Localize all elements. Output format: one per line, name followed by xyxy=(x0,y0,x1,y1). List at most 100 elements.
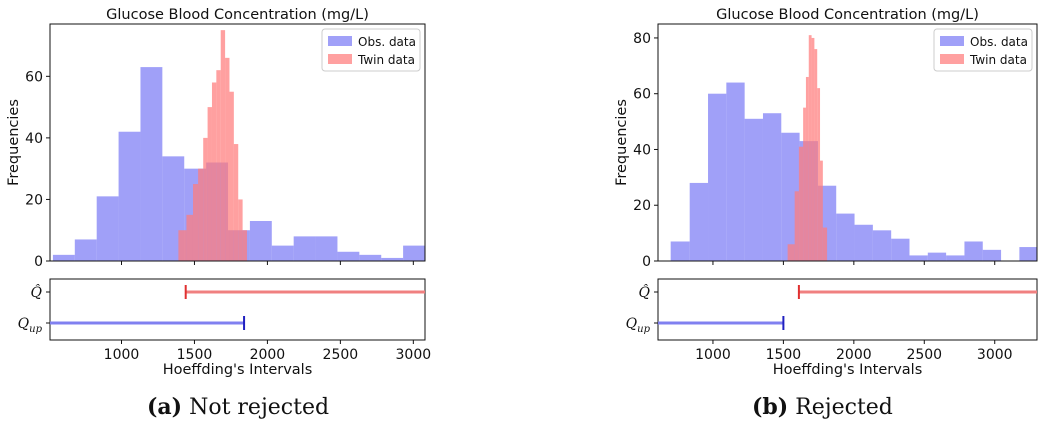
x-tick-label-a: 1500 xyxy=(177,347,213,363)
y-axis-label-b: Frequencies xyxy=(614,99,630,186)
bar-obs-a xyxy=(337,251,360,261)
interval-axes-frame-b xyxy=(657,278,1038,341)
y-tick-label-b: 80 xyxy=(633,31,651,47)
y-tick-label-a: 40 xyxy=(25,131,43,147)
bar-obs-b xyxy=(744,118,763,261)
legend-label-twin-b: Twin data xyxy=(969,53,1027,67)
bar-obs-b xyxy=(836,213,855,261)
legend-label-twin-a: Twin data xyxy=(357,53,415,67)
caption-a-text: Not rejected xyxy=(189,395,330,420)
bar-twin-b xyxy=(803,107,806,261)
bar-obs-b xyxy=(708,93,727,261)
bar-obs-b xyxy=(982,249,1002,261)
legend-b: Obs. data Twin data xyxy=(933,28,1033,72)
bar-twin-a xyxy=(203,137,208,261)
bar-twin-a xyxy=(233,144,239,261)
interval-label-qup-main-a: Q xyxy=(18,316,30,332)
bar-obs-b xyxy=(689,182,709,261)
x-tick-label-b: 1500 xyxy=(766,347,802,363)
bar-obs-b xyxy=(909,255,928,261)
bar-twin-b xyxy=(794,191,799,261)
hist-axes-frame-b xyxy=(657,23,1038,262)
caption-b: (b) Rejected xyxy=(752,394,893,420)
y-axis-label-a: Frequencies xyxy=(6,99,22,186)
caption-b-text: Rejected xyxy=(795,395,893,420)
bar-twin-a xyxy=(211,82,217,261)
legend-label-obs-a: Obs. data xyxy=(358,35,416,49)
bars-b xyxy=(670,35,1037,261)
bar-obs-a xyxy=(271,245,294,261)
chart-title-b: Glucose Blood Concentration (mg/L) xyxy=(716,7,979,23)
bar-obs-a xyxy=(403,245,425,261)
hist-axes-frame-a xyxy=(49,23,426,262)
bar-twin-a xyxy=(225,57,230,261)
bar-twin-b xyxy=(798,146,804,261)
y-tick-label-a: 20 xyxy=(25,192,43,208)
bar-obs-a xyxy=(359,254,382,261)
bar-obs-b xyxy=(891,238,910,261)
caption-a-label: (a) xyxy=(147,394,183,420)
bar-twin-b xyxy=(814,49,818,261)
y-tick-label-a: 0 xyxy=(34,254,43,270)
bar-twin-b xyxy=(811,37,815,261)
panel-a: Glucose Blood Concentration (mg/L) 0 20 40 6… xyxy=(6,7,431,378)
legend-swatch-twin-b xyxy=(940,54,964,64)
bar-twin-b xyxy=(817,88,821,261)
bar-obs-a xyxy=(315,236,338,261)
bar-obs-b xyxy=(854,224,873,261)
bar-obs-b xyxy=(726,82,745,261)
bar-obs-a xyxy=(381,257,404,261)
interval-axes-frame-a xyxy=(49,278,426,341)
bar-obs-a xyxy=(293,236,316,261)
y-tick-label-b: 20 xyxy=(633,198,651,214)
x-axis-label-a: Hoeffding's Intervals xyxy=(163,362,313,378)
interval-label-qup-b: Qup xyxy=(626,316,651,335)
bar-obs-b xyxy=(1019,247,1037,261)
interval-label-qup-a: Qup xyxy=(18,316,43,335)
x-tick-label-a: 2500 xyxy=(323,347,359,363)
chart-title-a: Glucose Blood Concentration (mg/L) xyxy=(106,7,369,23)
bar-obs-b xyxy=(927,252,947,261)
bar-twin-a xyxy=(178,230,187,261)
legend-a: Obs. data Twin data xyxy=(321,28,421,72)
bar-obs-b xyxy=(964,241,983,261)
interval-label-qhat-a: Q̂ xyxy=(31,283,43,301)
bar-twin-a xyxy=(238,199,243,261)
bar-twin-a xyxy=(242,230,247,261)
bar-twin-b xyxy=(808,35,812,261)
x-axis-label-b: Hoeffding's Intervals xyxy=(773,362,923,378)
bar-twin-a xyxy=(192,184,199,261)
bar-obs-a xyxy=(140,67,163,261)
interval-label-qup-main-b: Q xyxy=(626,316,638,332)
bar-obs-b xyxy=(670,241,690,261)
bar-twin-a xyxy=(220,30,226,261)
legend-swatch-twin-a xyxy=(328,54,352,64)
bars-a xyxy=(52,30,425,261)
panel-b: Glucose Blood Concentration (mg/L) 0 20 40 6… xyxy=(614,7,1038,378)
y-tick-label-a: 60 xyxy=(25,69,43,85)
x-tick-label-b: 2000 xyxy=(836,347,872,363)
y-tick-label-b: 60 xyxy=(633,87,651,103)
bar-obs-b xyxy=(946,255,965,261)
bar-twin-b xyxy=(820,160,823,261)
bar-obs-a xyxy=(118,131,141,261)
bar-obs-a xyxy=(52,254,75,261)
y-tick-label-b: 0 xyxy=(642,254,651,270)
x-tick-label-b: 2500 xyxy=(906,347,942,363)
y-tick-label-b: 40 xyxy=(633,142,651,158)
bar-twin-a xyxy=(207,107,212,261)
bar-twin-a xyxy=(216,70,221,261)
x-tick-label-a: 1000 xyxy=(104,347,140,363)
bar-twin-b xyxy=(805,76,809,261)
x-tick-label-b: 1000 xyxy=(695,347,731,363)
bar-twin-b xyxy=(822,227,828,261)
interval-label-qup-sub-b: up xyxy=(637,324,650,335)
bar-twin-b xyxy=(787,244,795,261)
bar-obs-a xyxy=(74,239,97,261)
interval-label-qhat-b: Q̂ xyxy=(639,283,651,301)
caption-b-label: (b) xyxy=(752,394,789,420)
legend-label-obs-b: Obs. data xyxy=(970,35,1028,49)
x-tick-label-a: 3000 xyxy=(396,347,432,363)
legend-swatch-obs-a xyxy=(328,36,352,46)
